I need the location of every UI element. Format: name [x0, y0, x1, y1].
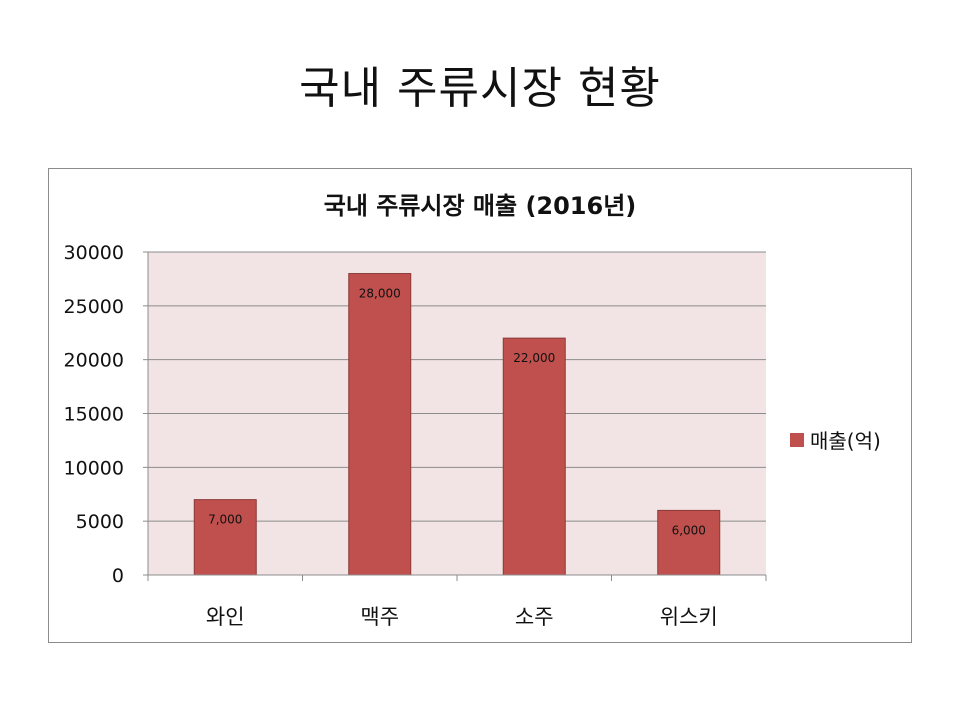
bar [502, 337, 566, 576]
bar [193, 499, 257, 576]
data-label: 7,000 [208, 513, 242, 527]
y-tick-label: 30000 [64, 242, 124, 264]
x-tick-label: 위스키 [660, 605, 718, 629]
data-label: 6,000 [672, 523, 706, 537]
legend-label: 매출(억) [810, 429, 881, 453]
y-axis-ticks: 0 5000 10000 15000 20000 25000 30000 [64, 242, 148, 587]
y-tick-label: 10000 [64, 457, 124, 479]
chart-title: 국내 주류시장 매출 (2016년) [324, 192, 637, 220]
legend-swatch [790, 432, 804, 447]
x-tick-label: 소주 [515, 605, 554, 629]
legend: 매출(억) [790, 425, 881, 454]
x-axis-ticks: 와인 맥주 소주 위스키 [147, 575, 767, 629]
y-tick-label: 25000 [64, 296, 124, 318]
data-label: 22,000 [513, 351, 555, 365]
bar [657, 509, 721, 576]
x-tick-label: 와인 [206, 605, 245, 629]
bars: 7,000 28,000 22,000 6,000 [193, 273, 721, 576]
y-tick-label: 20000 [64, 350, 124, 372]
data-label: 28,000 [359, 287, 401, 301]
x-tick-label: 맥주 [360, 605, 399, 629]
y-tick-label: 15000 [64, 404, 124, 426]
slide-title: 국내 주류시장 현황 [299, 63, 661, 114]
y-tick-label: 0 [112, 565, 124, 587]
y-tick-label: 5000 [76, 511, 124, 533]
bar [348, 273, 412, 576]
